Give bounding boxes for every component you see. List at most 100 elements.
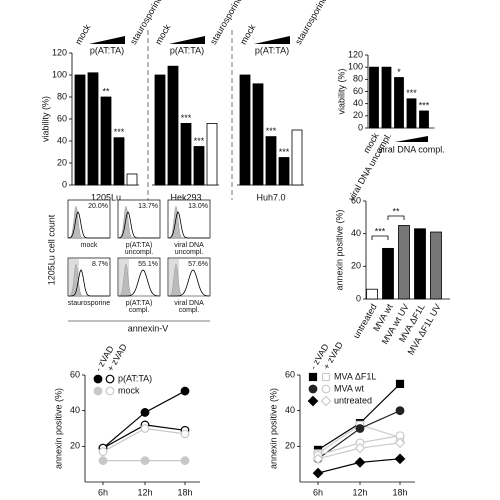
bracket [387, 215, 405, 220]
legend-label: mock [118, 385, 140, 395]
y-axis-label: annexin positive (%) [334, 209, 344, 290]
bar [206, 123, 218, 186]
bar [265, 136, 277, 186]
y-tick-label: 20 [353, 110, 363, 120]
y-tick-label: 80 [57, 91, 67, 101]
y-tick-label: 20 [70, 441, 80, 451]
panel-label: viral DNA [174, 242, 204, 249]
percent-label: 20.0% [88, 203, 108, 210]
bar [291, 129, 303, 186]
marker [180, 456, 190, 466]
percent-label: 57.6% [188, 261, 208, 268]
x-tick-label: 18h [392, 487, 407, 497]
bar [180, 123, 192, 186]
group-label: 1205Lu [91, 192, 121, 202]
panel-label: uncompl. [125, 249, 153, 256]
group-label: Huh7.0 [256, 192, 285, 202]
y-tick-label: 120 [52, 47, 67, 57]
panel-label: compl. [129, 307, 150, 314]
panel-label: p(AT:TA) [126, 242, 153, 249]
marker [98, 456, 108, 466]
control-curve [168, 263, 209, 297]
y-tick-label: 60 [353, 86, 363, 96]
legend-label: MVA ΔF1L [334, 371, 376, 381]
panel-label: compl. [179, 307, 200, 314]
y-tick-label: 100 [52, 69, 67, 79]
bar [87, 72, 99, 186]
legend-label: MVA wt [334, 383, 364, 393]
bar [414, 228, 426, 300]
bar [398, 225, 410, 300]
marker [105, 386, 115, 396]
marker [308, 384, 318, 394]
bar [100, 96, 112, 186]
y-tick-label: 40 [353, 98, 363, 108]
y-tick-label: 120 [348, 49, 363, 59]
sample-curve [169, 269, 210, 297]
percent-label: 13.7% [138, 203, 158, 210]
x-axis-label: annexin-V [128, 323, 169, 333]
y-axis-label: annexin positive (%) [268, 388, 278, 469]
panel-label: staurosporine [68, 300, 111, 307]
sample-curve [118, 211, 159, 239]
x-tick-label: 18h [177, 487, 192, 497]
y-axis-label: viability (%) [40, 96, 50, 142]
y-tick-label: 0 [358, 122, 363, 132]
y-tick-label: 20 [351, 261, 361, 271]
y-axis-label: annexin positive (%) [53, 388, 63, 469]
dose-triangle [169, 36, 205, 44]
bar [113, 137, 125, 186]
series-line [102, 390, 186, 449]
panel-label: uncompl. [175, 249, 203, 256]
significance: *** [194, 136, 205, 146]
y-tick-label: 20 [57, 157, 67, 167]
bracket [371, 235, 389, 240]
control-curve [118, 263, 159, 297]
significance: *** [266, 126, 277, 136]
percent-label: 13.0% [188, 203, 208, 210]
marker [140, 408, 150, 417]
significance: ** [392, 206, 400, 216]
bar [74, 74, 86, 186]
significance: ** [102, 86, 110, 96]
header-label: p(AT:TA) [255, 45, 289, 55]
y-tick-label: 60 [285, 369, 295, 379]
bar [154, 74, 166, 186]
bar [419, 110, 429, 129]
sample-curve [68, 211, 109, 239]
marker [98, 447, 108, 457]
marker [321, 384, 331, 394]
dose-triangle [395, 136, 428, 142]
x-tick-label: 6h [313, 487, 323, 497]
marker [93, 374, 103, 384]
group-label: Hek293 [170, 192, 201, 202]
significance: *** [114, 127, 125, 137]
header-label: mock [73, 22, 93, 46]
dose-triangle [254, 36, 290, 44]
marker [354, 457, 366, 468]
marker [321, 372, 331, 382]
bar [369, 66, 379, 129]
marker [180, 429, 190, 439]
marker [308, 372, 318, 382]
marker [140, 456, 150, 466]
y-axis-label: viability (%) [336, 68, 346, 114]
significance: *** [375, 226, 386, 236]
bar [381, 66, 392, 129]
y-tick-label: 0 [356, 293, 361, 303]
marker [312, 467, 324, 479]
header-label: mock [238, 22, 258, 46]
y-tick-label: 100 [348, 62, 363, 72]
marker [395, 406, 405, 416]
significance: * [397, 67, 401, 77]
marker [105, 374, 115, 384]
panel-label: mock [81, 242, 98, 249]
y-tick-label: 40 [351, 228, 361, 238]
y-tick-label: 40 [57, 135, 67, 145]
sample-curve [168, 211, 209, 239]
marker [394, 453, 406, 465]
sample-curve [119, 269, 160, 297]
marker [394, 437, 406, 449]
bar [126, 173, 138, 186]
